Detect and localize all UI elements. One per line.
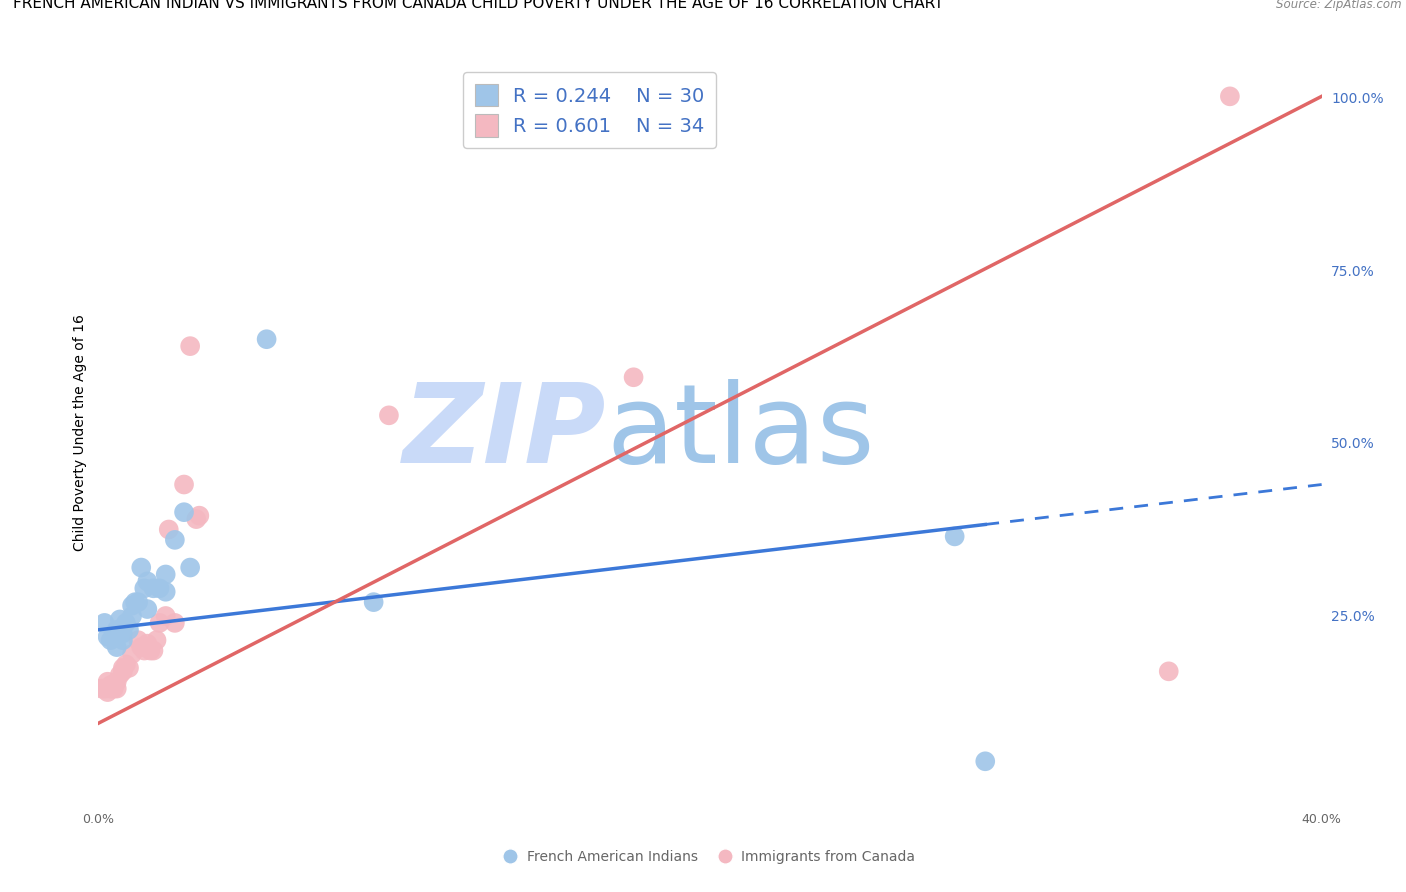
Point (134, 582, 156, 596)
Point (134, 643, 156, 657)
Y-axis label: Child Poverty Under the Age of 16: Child Poverty Under the Age of 16 (73, 314, 87, 551)
Point (124, 595, 146, 609)
Point (100, 633, 122, 648)
Point (93, 681, 115, 696)
Point (105, 674, 128, 689)
Point (363, 595, 385, 609)
Point (93, 615, 115, 630)
Point (105, 681, 128, 696)
Point (111, 626, 134, 640)
Point (90, 681, 112, 696)
Point (943, 529, 966, 543)
Point (111, 661, 134, 675)
Point (118, 623, 141, 637)
Point (121, 599, 143, 613)
Point (149, 615, 172, 630)
Point (163, 615, 186, 630)
Point (108, 667, 131, 681)
Point (179, 560, 201, 574)
Point (115, 615, 138, 630)
Point (163, 533, 186, 547)
Point (157, 523, 180, 537)
Point (155, 584, 177, 599)
Point (105, 640, 128, 654)
Point (97, 685, 120, 699)
Point (155, 609, 177, 624)
Point (378, 409, 401, 423)
Point (142, 643, 165, 657)
Point (127, 595, 149, 609)
Point (129, 560, 152, 574)
Point (118, 661, 141, 675)
Point (136, 637, 159, 651)
Point (127, 633, 149, 648)
Text: atlas: atlas (606, 379, 875, 486)
Point (155, 567, 177, 582)
Point (136, 602, 159, 616)
Point (108, 612, 131, 626)
Point (100, 681, 122, 696)
Point (139, 643, 162, 657)
Point (115, 657, 138, 672)
Point (121, 647, 143, 661)
Point (1219, 89, 1241, 103)
Point (186, 512, 208, 526)
Text: ZIP: ZIP (402, 379, 606, 486)
Point (111, 665, 134, 679)
Point (100, 678, 122, 692)
Point (179, 339, 201, 353)
Text: FRENCH AMERICAN INDIAN VS IMMIGRANTS FROM CANADA CHILD POVERTY UNDER THE AGE OF : FRENCH AMERICAN INDIAN VS IMMIGRANTS FRO… (13, 0, 943, 11)
Point (1157, 665, 1180, 679)
Point (173, 477, 195, 491)
Text: Source: ZipAtlas.com: Source: ZipAtlas.com (1275, 0, 1402, 11)
Point (97, 630, 120, 644)
Point (188, 508, 211, 523)
Point (623, 370, 645, 384)
Point (105, 623, 128, 637)
Point (149, 582, 172, 596)
Point (173, 505, 195, 519)
Point (256, 332, 278, 346)
Point (121, 609, 143, 624)
Point (974, 754, 997, 768)
Point (103, 630, 125, 644)
Point (129, 640, 152, 654)
Point (97, 674, 120, 689)
Legend: French American Indians, Immigrants from Canada: French American Indians, Immigrants from… (499, 845, 921, 870)
Point (103, 681, 125, 696)
Point (145, 633, 167, 648)
Point (111, 633, 134, 648)
Point (142, 582, 165, 596)
Point (136, 574, 159, 589)
